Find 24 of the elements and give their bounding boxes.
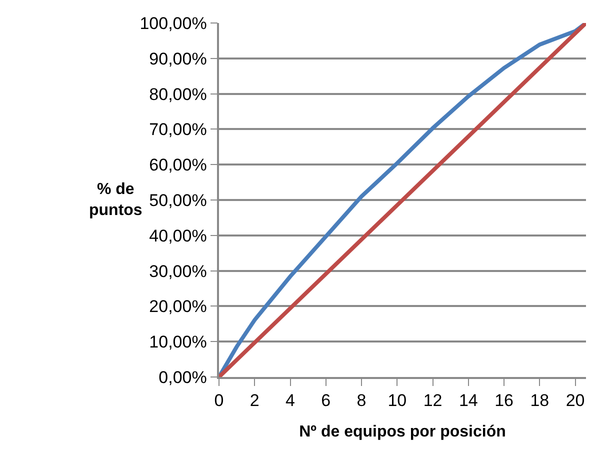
x-tick-label: 16 xyxy=(494,391,514,410)
x-tick-label: 2 xyxy=(250,391,260,410)
x-tick-label: 12 xyxy=(423,391,442,410)
y-tick-label: 10,00% xyxy=(149,332,207,352)
x-tick-label: 18 xyxy=(530,391,550,410)
y-tick-label: 90,00% xyxy=(149,49,207,68)
y-tick-label: 60,00% xyxy=(149,156,207,175)
y-tick-label: 0,00% xyxy=(158,368,207,387)
x-tick-label: 10 xyxy=(388,391,407,410)
x-tick-label: 0 xyxy=(214,391,224,410)
y-tick-label: 70,00% xyxy=(149,120,207,140)
y-tick-label: 20,00% xyxy=(149,297,207,316)
y-axis-title: % de puntos xyxy=(89,181,142,219)
y-tick-label: 40,00% xyxy=(149,226,207,246)
y-tick-label: 30,00% xyxy=(149,262,207,281)
x-tick-label: 20 xyxy=(566,391,585,410)
y-tick-label: 100,00% xyxy=(140,14,207,33)
x-tick-label: 6 xyxy=(321,391,331,410)
y-tick-label: 50,00% xyxy=(149,190,207,210)
x-tick-label: 8 xyxy=(356,391,366,410)
x-axis-title: Nº de equipos por posición xyxy=(299,423,506,440)
x-tick-label: 14 xyxy=(458,391,478,410)
y-tick-label: 80,00% xyxy=(149,84,207,104)
x-tick-label: 4 xyxy=(286,391,295,410)
